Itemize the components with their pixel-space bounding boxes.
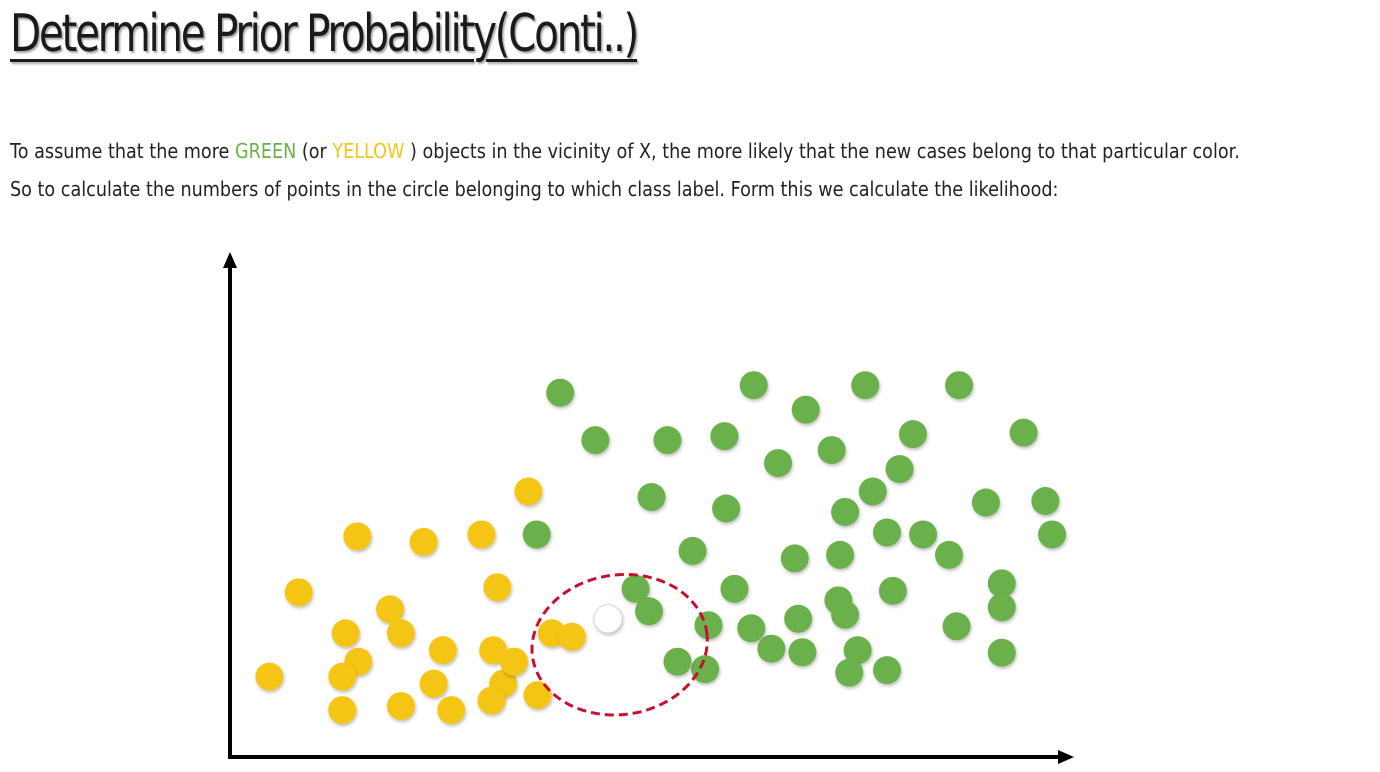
green-point: [653, 426, 682, 455]
green-point: [826, 540, 855, 569]
green-keyword: GREEN: [234, 139, 297, 163]
green-point: [817, 436, 846, 465]
green-point: [757, 634, 786, 663]
explanation-line-1: To assume that the more GREEN (or YELLOW…: [10, 132, 1295, 170]
axes-layer: [223, 252, 1074, 764]
green-point: [621, 574, 650, 603]
yellow-point: [331, 619, 360, 648]
green-point: [522, 520, 551, 549]
yellow-point: [437, 696, 466, 725]
green-point: [663, 647, 692, 676]
line1-part3: ) objects in the vicinity of X, the more…: [404, 139, 1240, 163]
yellow-point: [500, 647, 529, 676]
green-point: [546, 378, 575, 407]
green-point: [851, 371, 880, 400]
yellow-point: [328, 696, 357, 725]
yellow-point: [255, 662, 284, 691]
yellow-point: [467, 520, 496, 549]
yellow-point: [343, 522, 372, 551]
green-point: [581, 426, 610, 455]
green-point: [712, 494, 741, 523]
green-point: [987, 593, 1016, 622]
green-point: [635, 597, 663, 626]
green-point: [835, 658, 864, 687]
line1-part1: To assume that the more: [10, 139, 235, 163]
green-point: [858, 477, 887, 506]
yellow-point: [428, 636, 457, 665]
yellow-point: [386, 692, 415, 721]
yellow-point: [419, 669, 448, 698]
yellow-point: [483, 573, 512, 602]
yellow-point: [523, 681, 552, 710]
new-point-x: [593, 604, 623, 634]
green-point: [831, 600, 860, 629]
green-point: [872, 656, 901, 685]
green-point: [784, 604, 813, 633]
green-point: [945, 371, 974, 400]
green-point: [739, 371, 768, 400]
green-point: [1031, 487, 1060, 516]
yellow-point: [479, 636, 508, 665]
green-point: [909, 520, 938, 549]
yellow-point: [386, 619, 415, 648]
yellow-keyword: YELLOW: [332, 139, 405, 163]
green-point: [987, 569, 1016, 598]
yellow-point: [284, 578, 313, 607]
slide-title: Determine Prior Probability(Conti..): [10, 4, 639, 64]
green-point: [780, 544, 809, 573]
green-point: [788, 638, 817, 667]
green-point: [720, 574, 749, 603]
green-point: [942, 612, 971, 641]
green-point: [678, 536, 707, 565]
green-point: [878, 576, 907, 605]
yellow-point: [409, 527, 438, 556]
explanation-text: To assume that the more GREEN (or YELLOW…: [10, 132, 1295, 208]
green-point: [971, 488, 1000, 517]
green-point: [637, 483, 666, 512]
green-point: [843, 636, 872, 665]
green-point: [764, 449, 793, 478]
yellow-point: [376, 595, 405, 624]
green-point: [710, 422, 739, 451]
green-point: [831, 497, 860, 526]
yellow-point: [557, 622, 586, 651]
green-point: [935, 540, 964, 569]
y-axis-arrow: [223, 252, 237, 268]
green-point: [1009, 418, 1038, 447]
annotation-layer: [530, 572, 709, 717]
x-axis-arrow: [1058, 750, 1074, 764]
points-layer: [255, 371, 1067, 725]
green-point: [872, 518, 901, 547]
green-point: [737, 614, 766, 643]
green-point: [691, 655, 720, 684]
green-point: [1038, 520, 1067, 549]
green-point: [791, 395, 820, 424]
explanation-line-2: So to calculate the numbers of points in…: [10, 177, 1059, 201]
green-point: [885, 455, 914, 484]
yellow-point: [514, 477, 543, 506]
yellow-point: [328, 662, 357, 691]
line1-part2: (or: [296, 139, 333, 163]
green-point: [987, 638, 1016, 667]
neighborhood-circle: [530, 572, 709, 717]
green-point: [898, 420, 927, 449]
yellow-point: [477, 686, 506, 715]
